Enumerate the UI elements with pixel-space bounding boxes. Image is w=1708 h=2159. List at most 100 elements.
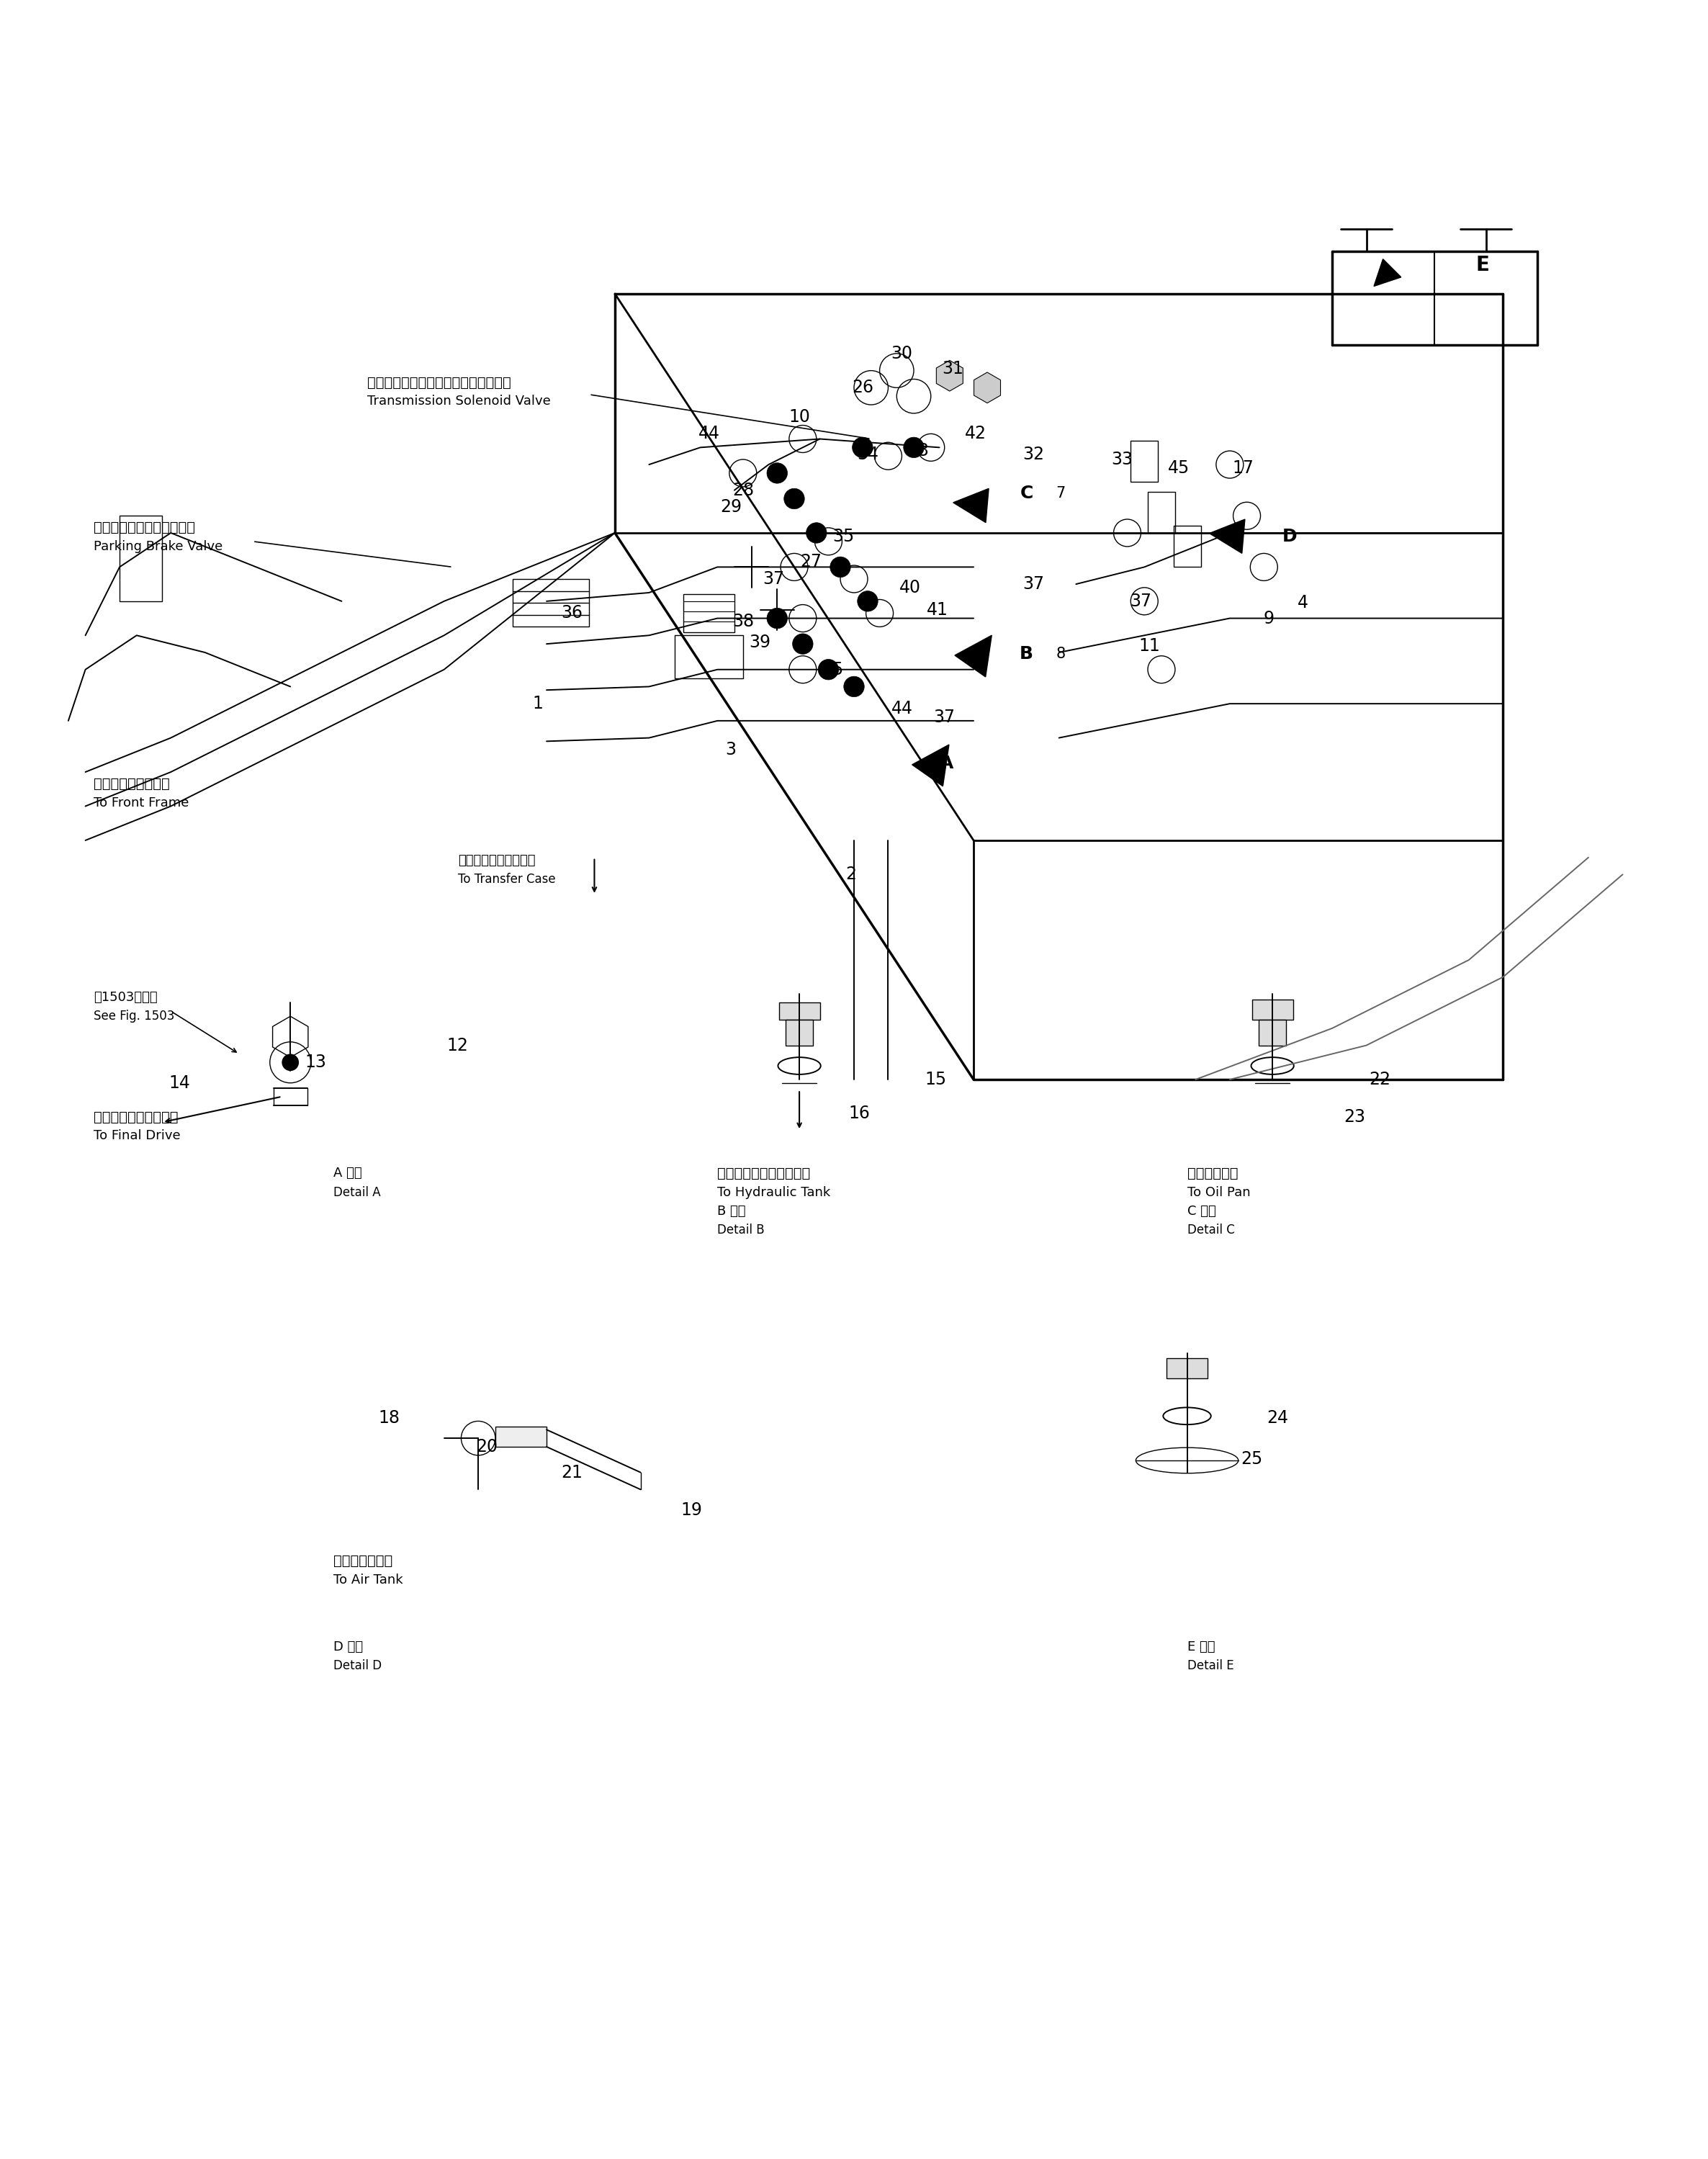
Text: To Front Frame: To Front Frame (94, 797, 190, 810)
Text: D: D (1283, 527, 1296, 544)
Text: 35: 35 (834, 527, 854, 544)
Text: 2: 2 (845, 866, 856, 883)
Circle shape (818, 658, 839, 680)
Text: 37: 37 (934, 708, 955, 725)
Text: 9: 9 (1264, 609, 1274, 626)
Text: 33: 33 (1112, 451, 1132, 469)
Text: 26: 26 (852, 380, 873, 397)
Text: Detail E: Detail E (1187, 1658, 1233, 1671)
Polygon shape (1373, 259, 1401, 287)
Bar (1259, 1019, 1286, 1045)
Circle shape (904, 438, 924, 458)
Circle shape (844, 676, 864, 697)
Text: To Hydraulic Tank: To Hydraulic Tank (717, 1185, 830, 1198)
Text: トランスミッションソレノイドバルブ: トランスミッションソレノイドバルブ (367, 376, 511, 389)
Text: 23: 23 (1344, 1108, 1365, 1125)
Text: C: C (1020, 486, 1033, 503)
Text: Detail C: Detail C (1187, 1224, 1235, 1237)
Text: Detail D: Detail D (333, 1658, 381, 1671)
Circle shape (852, 438, 873, 458)
Text: ファイナルドライブへ: ファイナルドライブへ (94, 1110, 179, 1125)
Text: フロントフレームへ: フロントフレームへ (94, 777, 171, 790)
Text: 45: 45 (1168, 460, 1189, 477)
Text: 4: 4 (1298, 594, 1308, 611)
Circle shape (784, 488, 804, 510)
Text: E 詳細: E 詳細 (1187, 1641, 1214, 1654)
Text: 14: 14 (169, 1075, 190, 1092)
Text: 19: 19 (681, 1501, 702, 1518)
Text: 30: 30 (892, 345, 912, 363)
Text: 37: 37 (1131, 592, 1151, 609)
Text: 27: 27 (801, 553, 822, 570)
Text: 24: 24 (1267, 1410, 1288, 1427)
Text: 7: 7 (1056, 486, 1066, 501)
Text: 44: 44 (699, 425, 719, 443)
Text: 42: 42 (965, 425, 986, 443)
Text: B: B (1020, 646, 1033, 663)
Text: 12: 12 (447, 1036, 468, 1054)
Text: To Air Tank: To Air Tank (333, 1574, 403, 1587)
Text: 43: 43 (909, 443, 929, 460)
Text: 8: 8 (1056, 648, 1066, 661)
Text: 39: 39 (750, 633, 770, 650)
Text: 5: 5 (832, 661, 842, 678)
Bar (1173, 527, 1201, 568)
Polygon shape (936, 361, 963, 391)
Text: オイルパンへ: オイルパンへ (1187, 1166, 1238, 1181)
Text: 37: 37 (1023, 576, 1044, 594)
Text: Parking Brake Valve: Parking Brake Valve (94, 540, 224, 553)
Text: To Transfer Case: To Transfer Case (458, 872, 555, 885)
Bar (1167, 1358, 1208, 1377)
Polygon shape (955, 635, 992, 678)
Bar (495, 1427, 547, 1447)
Text: 20: 20 (477, 1438, 497, 1455)
Text: エアータンクへ: エアータンクへ (333, 1554, 393, 1567)
Polygon shape (974, 371, 1001, 404)
Text: A: A (939, 756, 953, 773)
Circle shape (282, 1054, 299, 1071)
Text: 13: 13 (306, 1054, 326, 1071)
Text: 41: 41 (927, 600, 948, 617)
Text: C 詳細: C 詳細 (1187, 1205, 1216, 1218)
Text: 21: 21 (562, 1464, 582, 1481)
Text: 32: 32 (1023, 445, 1044, 462)
Text: To Oil Pan: To Oil Pan (1187, 1185, 1250, 1198)
Bar (1131, 440, 1158, 481)
Text: 1: 1 (533, 695, 543, 712)
Text: パーキングブレーキバルブ: パーキングブレーキバルブ (94, 520, 195, 535)
Bar (779, 1002, 820, 1019)
Text: 38: 38 (733, 613, 753, 630)
Text: 18: 18 (379, 1410, 400, 1427)
Circle shape (767, 609, 787, 628)
Circle shape (830, 557, 851, 576)
Text: 16: 16 (849, 1105, 869, 1123)
Text: Detail B: Detail B (717, 1224, 765, 1237)
Text: D 詳細: D 詳細 (333, 1641, 362, 1654)
Polygon shape (912, 745, 950, 786)
Bar (786, 1019, 813, 1045)
Text: 17: 17 (1233, 460, 1254, 477)
Text: E: E (1476, 255, 1489, 274)
Bar (1148, 492, 1175, 533)
Text: A 詳細: A 詳細 (333, 1168, 362, 1181)
Circle shape (793, 633, 813, 654)
Text: 28: 28 (733, 481, 753, 499)
Bar (675, 635, 743, 678)
Text: 3: 3 (726, 741, 736, 758)
Text: 第1503図参照: 第1503図参照 (94, 991, 157, 1004)
Text: 11: 11 (1139, 637, 1160, 654)
Text: 34: 34 (857, 445, 878, 462)
Text: 31: 31 (943, 361, 963, 378)
Text: 6: 6 (845, 678, 856, 695)
Text: ハイドロリックタンクへ: ハイドロリックタンクへ (717, 1166, 810, 1181)
Bar (512, 579, 589, 626)
Text: 25: 25 (1242, 1451, 1262, 1468)
Text: 37: 37 (763, 570, 784, 587)
Text: 15: 15 (926, 1071, 946, 1088)
Text: 29: 29 (721, 499, 741, 516)
Text: To Final Drive: To Final Drive (94, 1129, 181, 1142)
Circle shape (767, 462, 787, 484)
Text: 44: 44 (892, 700, 912, 717)
Bar (1252, 1000, 1293, 1019)
Text: 40: 40 (900, 579, 921, 596)
